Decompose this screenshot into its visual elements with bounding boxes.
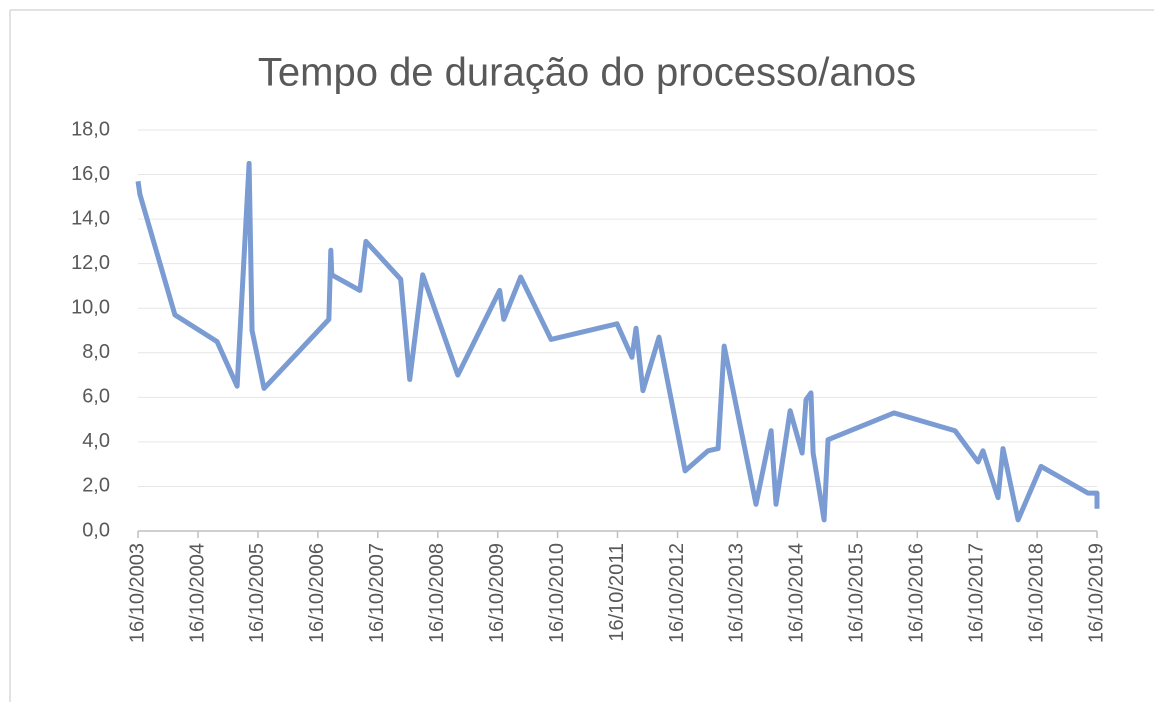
x-tick-label: 16/10/2005 <box>246 543 268 643</box>
x-tick-label: 16/10/2016 <box>906 543 928 643</box>
x-tick-label: 16/10/2018 <box>1025 543 1047 643</box>
x-tick-label: 16/10/2014 <box>786 543 808 643</box>
x-tick-label: 16/10/2011 <box>606 543 628 642</box>
y-tick-label: 6,0 <box>82 386 110 408</box>
x-tick-label: 16/10/2009 <box>486 543 508 643</box>
x-tick-label: 16/10/2004 <box>186 543 208 643</box>
x-tick-label: 16/10/2017 <box>965 543 987 643</box>
y-tick-label: 12,0 <box>71 252 110 274</box>
x-tick-label: 16/10/2015 <box>846 543 868 643</box>
data-line <box>135 160 1100 523</box>
y-tick-label: 10,0 <box>71 297 110 319</box>
x-tick-label: 16/10/2008 <box>426 543 448 643</box>
y-tick-label: 4,0 <box>82 430 110 452</box>
x-tick-label: 16/10/2003 <box>126 543 148 643</box>
x-tick-label: 16/10/2007 <box>366 543 388 643</box>
y-tick-label: 8,0 <box>82 341 110 363</box>
x-tick-label: 16/10/2012 <box>666 543 688 643</box>
y-tick-label: 18,0 <box>71 118 110 140</box>
y-tick-label: 0,0 <box>82 519 110 541</box>
x-tick-label: 16/10/2010 <box>546 543 568 643</box>
y-tick-label: 16,0 <box>71 163 110 185</box>
y-tick-label: 2,0 <box>82 475 110 497</box>
chart-title: Tempo de duração do processo/anos <box>258 51 916 95</box>
y-tick-label: 14,0 <box>71 207 110 229</box>
x-tick-label: 16/10/2013 <box>726 543 748 643</box>
x-tick-label: 16/10/2006 <box>306 543 328 643</box>
x-tick-label: 16/10/2019 <box>1085 543 1107 643</box>
